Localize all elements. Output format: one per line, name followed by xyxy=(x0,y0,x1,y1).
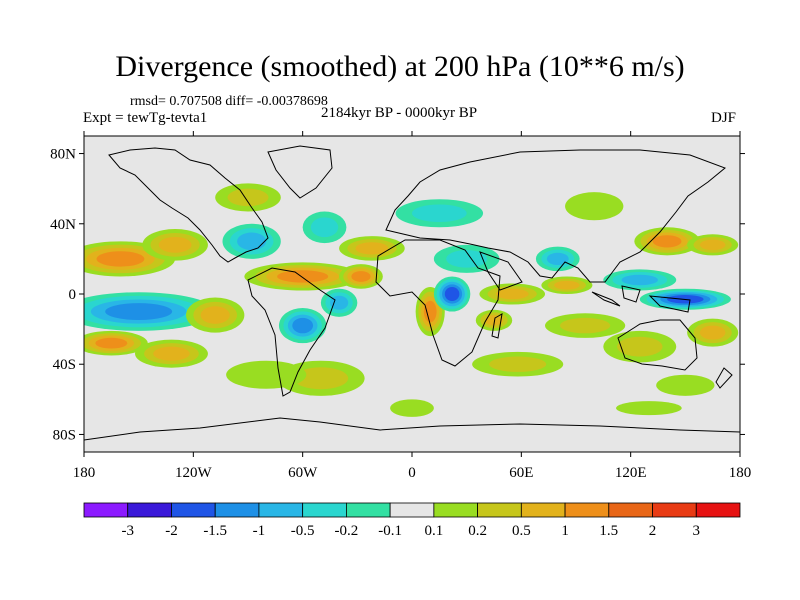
x-tick-label-5: 120E xyxy=(615,465,647,481)
period-label: 2184kyr BP - 0000kyr BP xyxy=(321,105,478,121)
field-blob-5-2 xyxy=(153,346,190,361)
colorbar-label-6: -0.1 xyxy=(378,523,402,539)
field-blob-7-2 xyxy=(237,232,267,251)
x-axis: 180 120W 60W 0 60E 120E 180 xyxy=(73,131,752,481)
field-blob-25-2 xyxy=(554,280,580,290)
y-tick-label-3: 40S xyxy=(53,357,76,373)
field-blob-12-3 xyxy=(351,271,371,282)
field-blob-1-3 xyxy=(105,303,173,321)
colorbar-label-10: 1 xyxy=(561,523,569,539)
colorbar-swatch-6 xyxy=(345,502,391,518)
field-blob-35-0 xyxy=(616,401,682,416)
colorbar-label-2: -1.5 xyxy=(203,523,227,539)
field-blob-16-0 xyxy=(226,360,307,389)
field-blob-6-2 xyxy=(200,306,230,324)
field-blob-19-1 xyxy=(446,250,488,268)
y-tick-label-1: 40N xyxy=(50,217,76,233)
field-blob-21-2 xyxy=(484,315,504,326)
colorbar-label-0: -3 xyxy=(121,523,134,539)
field-blob-10-3 xyxy=(292,317,314,334)
season-label: DJF xyxy=(711,110,737,126)
field-blob-20-1 xyxy=(412,204,467,223)
colorbar-label-4: -0.5 xyxy=(291,523,315,539)
y-axis: 80N 40N 0 40S 80S xyxy=(50,147,745,443)
y-tick-label-0: 80N xyxy=(50,147,76,163)
colorbar-label-11: 1.5 xyxy=(599,523,618,539)
field-blob-13-1 xyxy=(310,217,339,238)
colorbar-swatch-7 xyxy=(389,502,435,518)
experiment-label: Expt = tewTg-tevta1 xyxy=(83,110,208,126)
rmsd-diff-stats: rmsd= 0.707508 diff= -0.00378698 xyxy=(130,94,328,109)
field-blob-29-3 xyxy=(652,235,682,248)
coastlines xyxy=(84,145,740,441)
x-tick-label-6: 180 xyxy=(729,465,752,481)
field-blob-34-0 xyxy=(656,374,715,396)
colorbar-label-8: 0.2 xyxy=(468,523,487,539)
colorbar-label-1: -2 xyxy=(165,523,178,539)
field-blob-22-2 xyxy=(495,288,529,300)
colorbar: -3 -2 -1.5 -1 -0.5 -0.2 -0.1 0.1 0.2 0.5 1 1.5 2 3 xyxy=(83,502,741,539)
x-tick-label-0: 180 xyxy=(73,465,96,481)
field-blob-9-3 xyxy=(277,270,329,283)
y-tick-label-4: 80S xyxy=(53,427,76,443)
x-tick-label-4: 60E xyxy=(509,465,533,481)
field-blob-23-1 xyxy=(489,356,547,372)
field-blob-2-3 xyxy=(96,251,145,267)
field-blob-15-1 xyxy=(293,367,349,390)
field-blob-8-1 xyxy=(227,188,269,207)
colorbar-swatch-0 xyxy=(83,502,129,518)
x-tick-label-2: 60W xyxy=(288,465,318,481)
colorbar-label-7: 0.1 xyxy=(424,523,443,539)
y-tick-label-2: 0 xyxy=(69,287,77,303)
chart-title: Divergence (smoothed) at 200 hPa (10**6 … xyxy=(115,50,685,83)
colorbar-swatch-5 xyxy=(302,502,347,518)
colorbar-swatch-2 xyxy=(171,502,216,518)
colorbar-swatch-9 xyxy=(477,502,522,518)
colorbar-swatch-14 xyxy=(695,502,741,518)
colorbar-swatch-12 xyxy=(608,502,653,518)
field-blob-18-4 xyxy=(444,286,460,302)
colorbar-swatch-3 xyxy=(214,502,260,518)
field-blob-26-1 xyxy=(560,317,611,334)
colorbar-swatch-13 xyxy=(652,502,697,518)
field-blob-14-2 xyxy=(355,242,389,255)
field-blob-30-2 xyxy=(699,239,726,251)
colorbar-label-5: -0.2 xyxy=(335,523,359,539)
field-blob-27-2 xyxy=(621,274,658,286)
colorbar-label-9: 0.5 xyxy=(512,523,531,539)
colorbar-label-13: 3 xyxy=(693,523,701,539)
field-blob-31-2 xyxy=(699,325,726,340)
field-blob-4-3 xyxy=(95,337,128,349)
field-blob-24-2 xyxy=(546,252,569,266)
x-tick-label-1: 120W xyxy=(175,465,213,481)
colorbar-swatch-11 xyxy=(564,502,610,518)
field-blob-3-2 xyxy=(158,236,192,253)
colorbar-label-12: 2 xyxy=(649,523,657,539)
colorbar-label-3: -1 xyxy=(253,523,266,539)
colorbar-swatch-4 xyxy=(258,502,304,518)
field-blob-17-3 xyxy=(423,300,437,323)
x-tick-label-3: 0 xyxy=(408,465,416,481)
divergence-field xyxy=(84,183,739,417)
colorbar-swatch-1 xyxy=(127,502,172,518)
field-blob-36-0 xyxy=(390,399,434,417)
colorbar-swatch-10 xyxy=(520,502,566,518)
field-blob-33-0 xyxy=(565,192,624,221)
field-blob-32-1 xyxy=(617,336,663,357)
colorbar-swatch-8 xyxy=(433,502,479,518)
